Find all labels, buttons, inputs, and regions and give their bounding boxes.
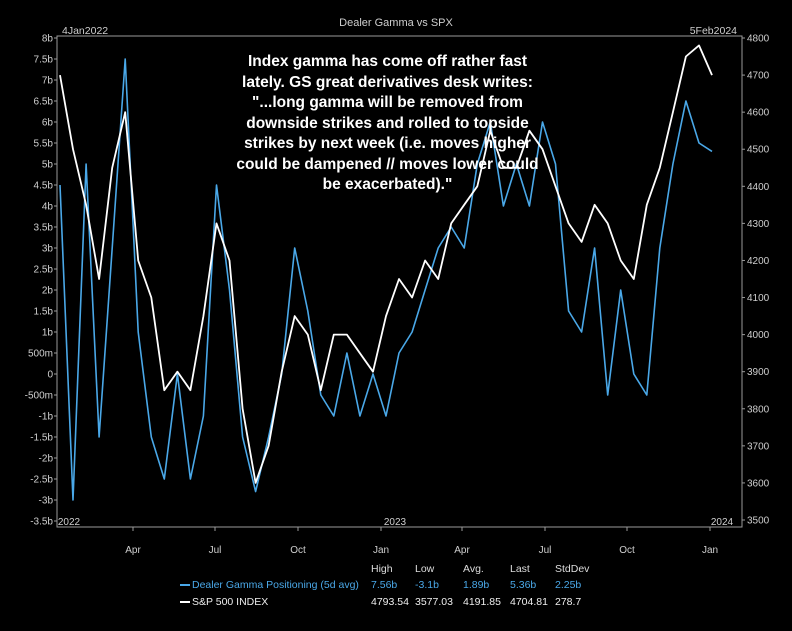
legend-swatch-gamma	[180, 584, 190, 587]
left-tick-label: 1.5b	[34, 307, 54, 318]
left-tick-label: 4b	[42, 202, 54, 213]
legend-spx-high: 4793.54	[371, 596, 409, 608]
right-tick-label: 4600	[747, 108, 770, 119]
right-tick-label: 4300	[747, 219, 770, 230]
left-tick-label: -3b	[39, 496, 54, 507]
left-tick-label: 3.5b	[34, 223, 54, 234]
legend-gamma-high: 7.56b	[371, 579, 398, 591]
left-tick-label: 7b	[42, 76, 54, 87]
left-tick-label: 6b	[42, 118, 54, 129]
legend-gamma-last: 5.36b	[510, 579, 537, 591]
legend-row-gamma: Dealer Gamma Positioning (5d avg) 7.56b …	[180, 579, 600, 593]
legend-gamma-stddev: 2.25b	[555, 579, 582, 591]
x-tick-label: Jul	[209, 545, 222, 556]
x-tick-label: Apr	[454, 545, 470, 556]
right-tick-label: 4100	[747, 293, 770, 304]
left-tick-label: 6.5b	[34, 97, 54, 108]
left-tick-label: -500m	[25, 391, 53, 402]
start-date-label: 4Jan2022	[62, 25, 108, 37]
x-tick-label: Jan	[702, 545, 718, 556]
right-axis: 3500 3600 3700 3800 3900 4000 4100 4200 4300 4400…	[742, 34, 770, 527]
right-tick-label: 3500	[747, 516, 770, 527]
left-tick-label: 7.5b	[34, 55, 54, 66]
annotation-text: Index gamma has come off rather fast lat…	[236, 53, 539, 193]
left-tick-label: 500m	[28, 349, 53, 360]
left-tick-label: -1.5b	[30, 433, 53, 444]
x-tick-label: Oct	[290, 545, 306, 556]
left-tick-label: 4.5b	[34, 181, 54, 192]
left-tick-label: 3b	[42, 244, 54, 255]
legend-row-spx: S&P 500 INDEX 4793.54 3577.03 4191.85 47…	[180, 596, 600, 610]
x-tick-label: Jul	[539, 545, 552, 556]
year-label: 2023	[384, 517, 407, 528]
legend-header-last: Last	[510, 563, 530, 575]
left-tick-label: -2b	[39, 454, 54, 465]
right-tick-label: 4800	[747, 34, 770, 45]
right-tick-label: 4400	[747, 182, 770, 193]
legend-swatch-spx	[180, 601, 190, 604]
chart-title: Dealer Gamma vs SPX	[339, 17, 453, 29]
legend-header-stddev: StdDev	[555, 563, 590, 575]
series-layer	[59, 44, 713, 501]
left-tick-label: -2.5b	[30, 475, 53, 486]
right-tick-label: 4000	[747, 330, 770, 341]
spx-line	[59, 44, 713, 484]
legend-gamma-avg: 1.89b	[463, 579, 490, 591]
right-tick-label: 3600	[747, 478, 770, 489]
dealer-gamma-line	[59, 58, 713, 501]
x-tick-label: Apr	[125, 545, 141, 556]
year-labels: 2022 2023 2024	[58, 517, 734, 528]
legend-name-spx: S&P 500 INDEX	[192, 596, 269, 608]
left-tick-label: 5.5b	[34, 139, 54, 150]
x-axis: Apr Jul Oct Jan Apr Jul Oct Jan	[125, 527, 718, 556]
x-tick-label: Jan	[373, 545, 389, 556]
legend-name-gamma: Dealer Gamma Positioning (5d avg)	[192, 579, 359, 591]
left-tick-label: 1b	[42, 328, 54, 339]
legend-header-high: High	[371, 563, 393, 575]
legend-spx-last: 4704.81	[510, 596, 548, 608]
left-tick-label: 2b	[42, 286, 54, 297]
left-axis: -3.5b -3b -2.5b -2b -1.5b -1b -500m 0 500m 1b 1.5b…	[25, 34, 57, 528]
left-tick-label: 0	[47, 370, 53, 381]
year-label: 2022	[58, 517, 81, 528]
right-tick-label: 3800	[747, 404, 770, 415]
left-tick-label: 2.5b	[34, 265, 54, 276]
right-tick-label: 4200	[747, 256, 770, 267]
x-tick-label: Oct	[619, 545, 635, 556]
plot-area	[56, 35, 743, 528]
legend-spx-low: 3577.03	[415, 596, 453, 608]
legend-spx-stddev: 278.7	[555, 596, 582, 608]
end-date-label: 5Feb2024	[690, 25, 737, 37]
legend-header-low: Low	[415, 563, 435, 575]
legend-header-avg: Avg.	[463, 563, 484, 575]
legend-spx-avg: 4191.85	[463, 596, 501, 608]
left-tick-label: 5b	[42, 160, 54, 171]
left-tick-label: 8b	[42, 34, 54, 45]
right-tick-label: 3900	[747, 367, 770, 378]
right-tick-label: 3700	[747, 441, 770, 452]
year-label: 2024	[711, 517, 734, 528]
left-tick-label: -3.5b	[30, 517, 53, 528]
legend-gamma-low: -3.1b	[415, 579, 439, 591]
right-tick-label: 4700	[747, 71, 770, 82]
left-tick-label: -1b	[39, 412, 54, 423]
right-tick-label: 4500	[747, 145, 770, 156]
